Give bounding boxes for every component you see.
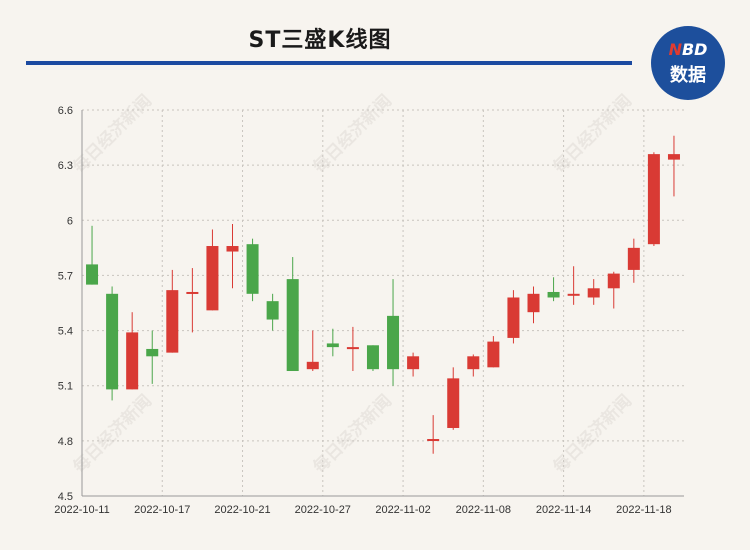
- candle-body: [527, 293, 540, 313]
- candle-body: [266, 301, 279, 320]
- y-tick-label: 5.1: [58, 381, 73, 393]
- candle-body: [647, 154, 660, 245]
- candle-body: [407, 356, 420, 370]
- candle-body: [427, 439, 440, 442]
- y-tick-label: 6: [67, 215, 73, 227]
- candle-body: [126, 332, 139, 390]
- logo-letter-n: N: [668, 40, 682, 59]
- y-tick-label: 6.6: [58, 105, 73, 117]
- candle-body: [567, 293, 580, 296]
- x-tick-label: 2022-11-08: [456, 504, 511, 516]
- x-tick-label: 2022-11-14: [536, 504, 591, 516]
- candle-body: [306, 361, 319, 370]
- candle-body: [86, 264, 99, 285]
- candle-body: [286, 279, 299, 372]
- candle-body: [366, 345, 379, 370]
- logo-text-data: 数据: [670, 65, 706, 86]
- title-underline: [26, 61, 632, 65]
- y-tick-label: 4.8: [58, 436, 73, 448]
- candle-body: [246, 244, 259, 294]
- candle-body: [627, 247, 640, 270]
- logo-letters-bd: BD: [681, 40, 708, 59]
- candle-body: [206, 246, 219, 311]
- candle-body: [607, 273, 620, 289]
- x-tick-label: 2022-10-11: [54, 504, 109, 516]
- candle-body: [507, 297, 520, 338]
- candle-body: [106, 293, 119, 390]
- x-tick-label: 2022-10-27: [295, 504, 351, 516]
- candle-body: [547, 291, 560, 298]
- x-tick-label: 2022-10-21: [214, 504, 270, 516]
- candle-body: [226, 246, 239, 252]
- candle-body: [387, 315, 400, 370]
- candle-body: [146, 348, 159, 357]
- candle-body: [467, 356, 480, 370]
- x-tick-label: 2022-10-17: [134, 504, 190, 516]
- y-tick-label: 4.5: [58, 491, 73, 503]
- y-tick-label: 5.7: [58, 270, 73, 282]
- x-tick-label: 2022-11-02: [375, 504, 430, 516]
- candle-body: [587, 288, 600, 298]
- candle-body: [346, 347, 359, 350]
- candle-body: [186, 291, 199, 294]
- y-tick-label: 6.3: [58, 160, 73, 172]
- y-tick-label: 5.4: [58, 326, 73, 338]
- candle-body: [166, 290, 179, 353]
- candle-body: [487, 341, 500, 368]
- nbd-logo: NBD 数据: [651, 26, 725, 100]
- candle-body: [447, 378, 460, 428]
- candle-body: [667, 154, 680, 160]
- x-tick-label: 2022-11-18: [616, 504, 671, 516]
- candle-body: [326, 343, 339, 348]
- chart-title: ST三盛K线图: [248, 28, 392, 53]
